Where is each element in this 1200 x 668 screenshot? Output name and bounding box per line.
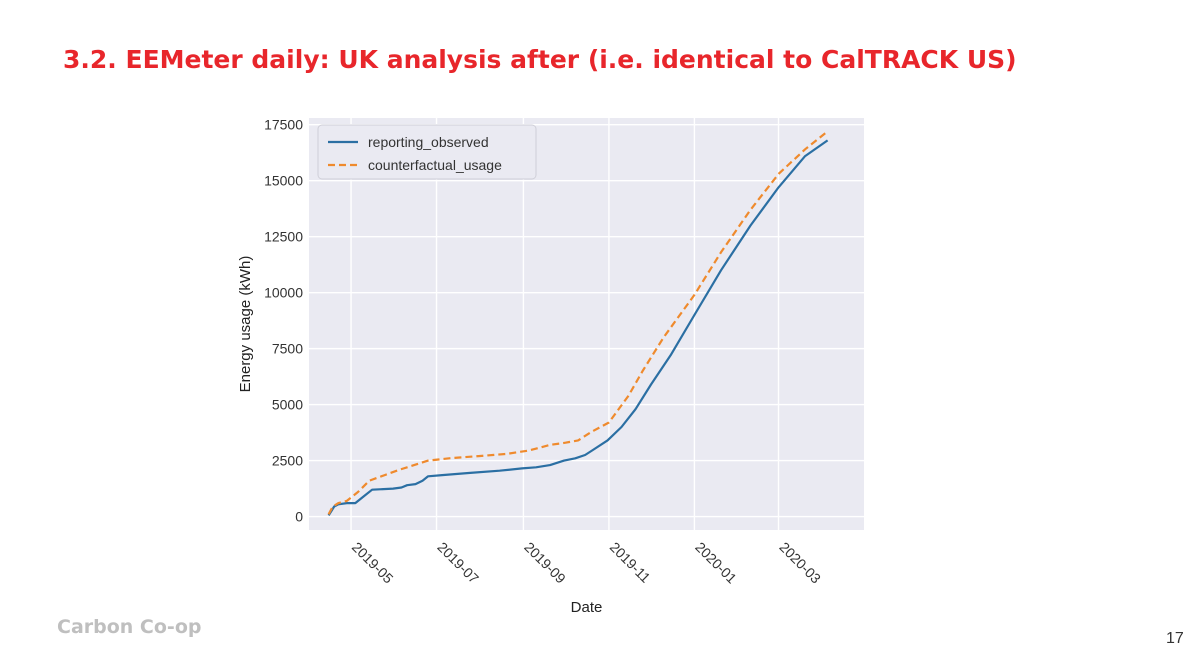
y-tick-label: 10000 <box>264 285 303 301</box>
y-tick-label: 17500 <box>264 117 303 133</box>
x-axis-label: Date <box>571 599 603 616</box>
series-lines <box>327 130 829 516</box>
y-axis-label: Energy usage (kWh) <box>237 256 254 393</box>
page-number: 17 <box>1166 630 1184 647</box>
x-tick-label: 2019-05 <box>349 539 397 587</box>
legend-label: counterfactual_usage <box>368 157 502 173</box>
footer-brand: Carbon Co-op <box>57 616 202 638</box>
x-tick-label: 2019-07 <box>434 539 482 587</box>
y-tick-label: 15000 <box>264 173 303 189</box>
x-tick-label: 2020-01 <box>692 539 740 587</box>
legend: reporting_observed counterfactual_usage <box>317 124 537 180</box>
y-tick-label: 5000 <box>272 397 303 413</box>
y-tick-label: 0 <box>295 509 303 525</box>
legend-box <box>317 124 537 180</box>
y-tick-labels: 0 2500 5000 7500 10000 12500 15000 17500 <box>264 117 303 525</box>
x-tick-label: 2019-11 <box>607 539 654 586</box>
x-tick-label: 2020-03 <box>776 539 824 587</box>
slide-title: 3.2. EEMeter daily: UK analysis after (i… <box>63 45 1017 74</box>
y-tick-label: 7500 <box>272 341 303 357</box>
x-tick-label: 2019-09 <box>521 539 569 587</box>
series-line-counterfactual_usage <box>327 130 829 515</box>
y-tick-label: 2500 <box>272 453 303 469</box>
legend-label: reporting_observed <box>368 134 489 150</box>
x-tick-labels: 2019-05 2019-07 2019-09 2019-11 2020-01 2020-… <box>349 539 824 587</box>
series-line-reporting_observed <box>327 139 829 516</box>
y-tick-label: 12500 <box>264 229 303 245</box>
plot-background <box>309 118 864 530</box>
